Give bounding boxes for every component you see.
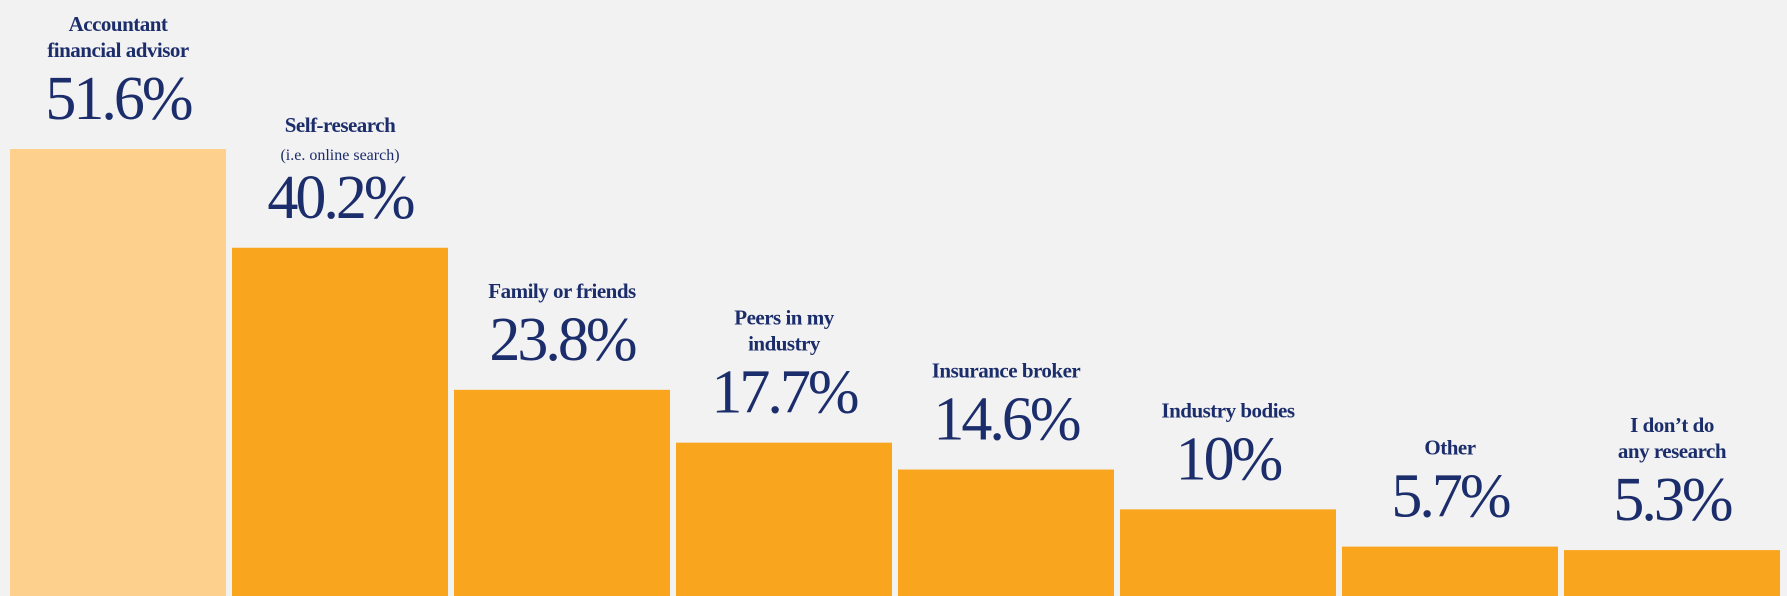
- bar: [1564, 550, 1780, 596]
- category-label: Industry bodies: [1161, 398, 1294, 422]
- bar: [1342, 546, 1558, 596]
- bar: [10, 149, 226, 596]
- category-label: Self-research: [285, 113, 396, 137]
- category-label: Family or friends: [488, 279, 636, 303]
- bar: [898, 469, 1114, 596]
- category-label: Accountant: [69, 12, 168, 36]
- value-label: 10%: [1176, 425, 1282, 493]
- value-label: 5.3%: [1613, 466, 1732, 534]
- value-label: 23.8%: [489, 306, 636, 374]
- value-label: 14.6%: [933, 386, 1080, 454]
- category-note: (i.e. online search): [280, 147, 399, 164]
- value-label: 17.7%: [711, 359, 858, 427]
- value-label: 40.2%: [267, 164, 414, 232]
- category-label: any research: [1618, 439, 1727, 463]
- bar: [454, 389, 670, 596]
- bar: [1120, 509, 1336, 596]
- category-label: Insurance broker: [932, 359, 1081, 383]
- category-label: Other: [1424, 436, 1475, 460]
- value-label: 51.6%: [45, 65, 192, 133]
- category-label: financial advisor: [47, 38, 189, 62]
- value-label: 5.7%: [1391, 463, 1510, 531]
- bar: [676, 442, 892, 596]
- category-label: Peers in my: [734, 306, 834, 330]
- category-label: industry: [748, 332, 821, 356]
- bar: [232, 247, 448, 596]
- category-label: I don’t do: [1630, 413, 1714, 437]
